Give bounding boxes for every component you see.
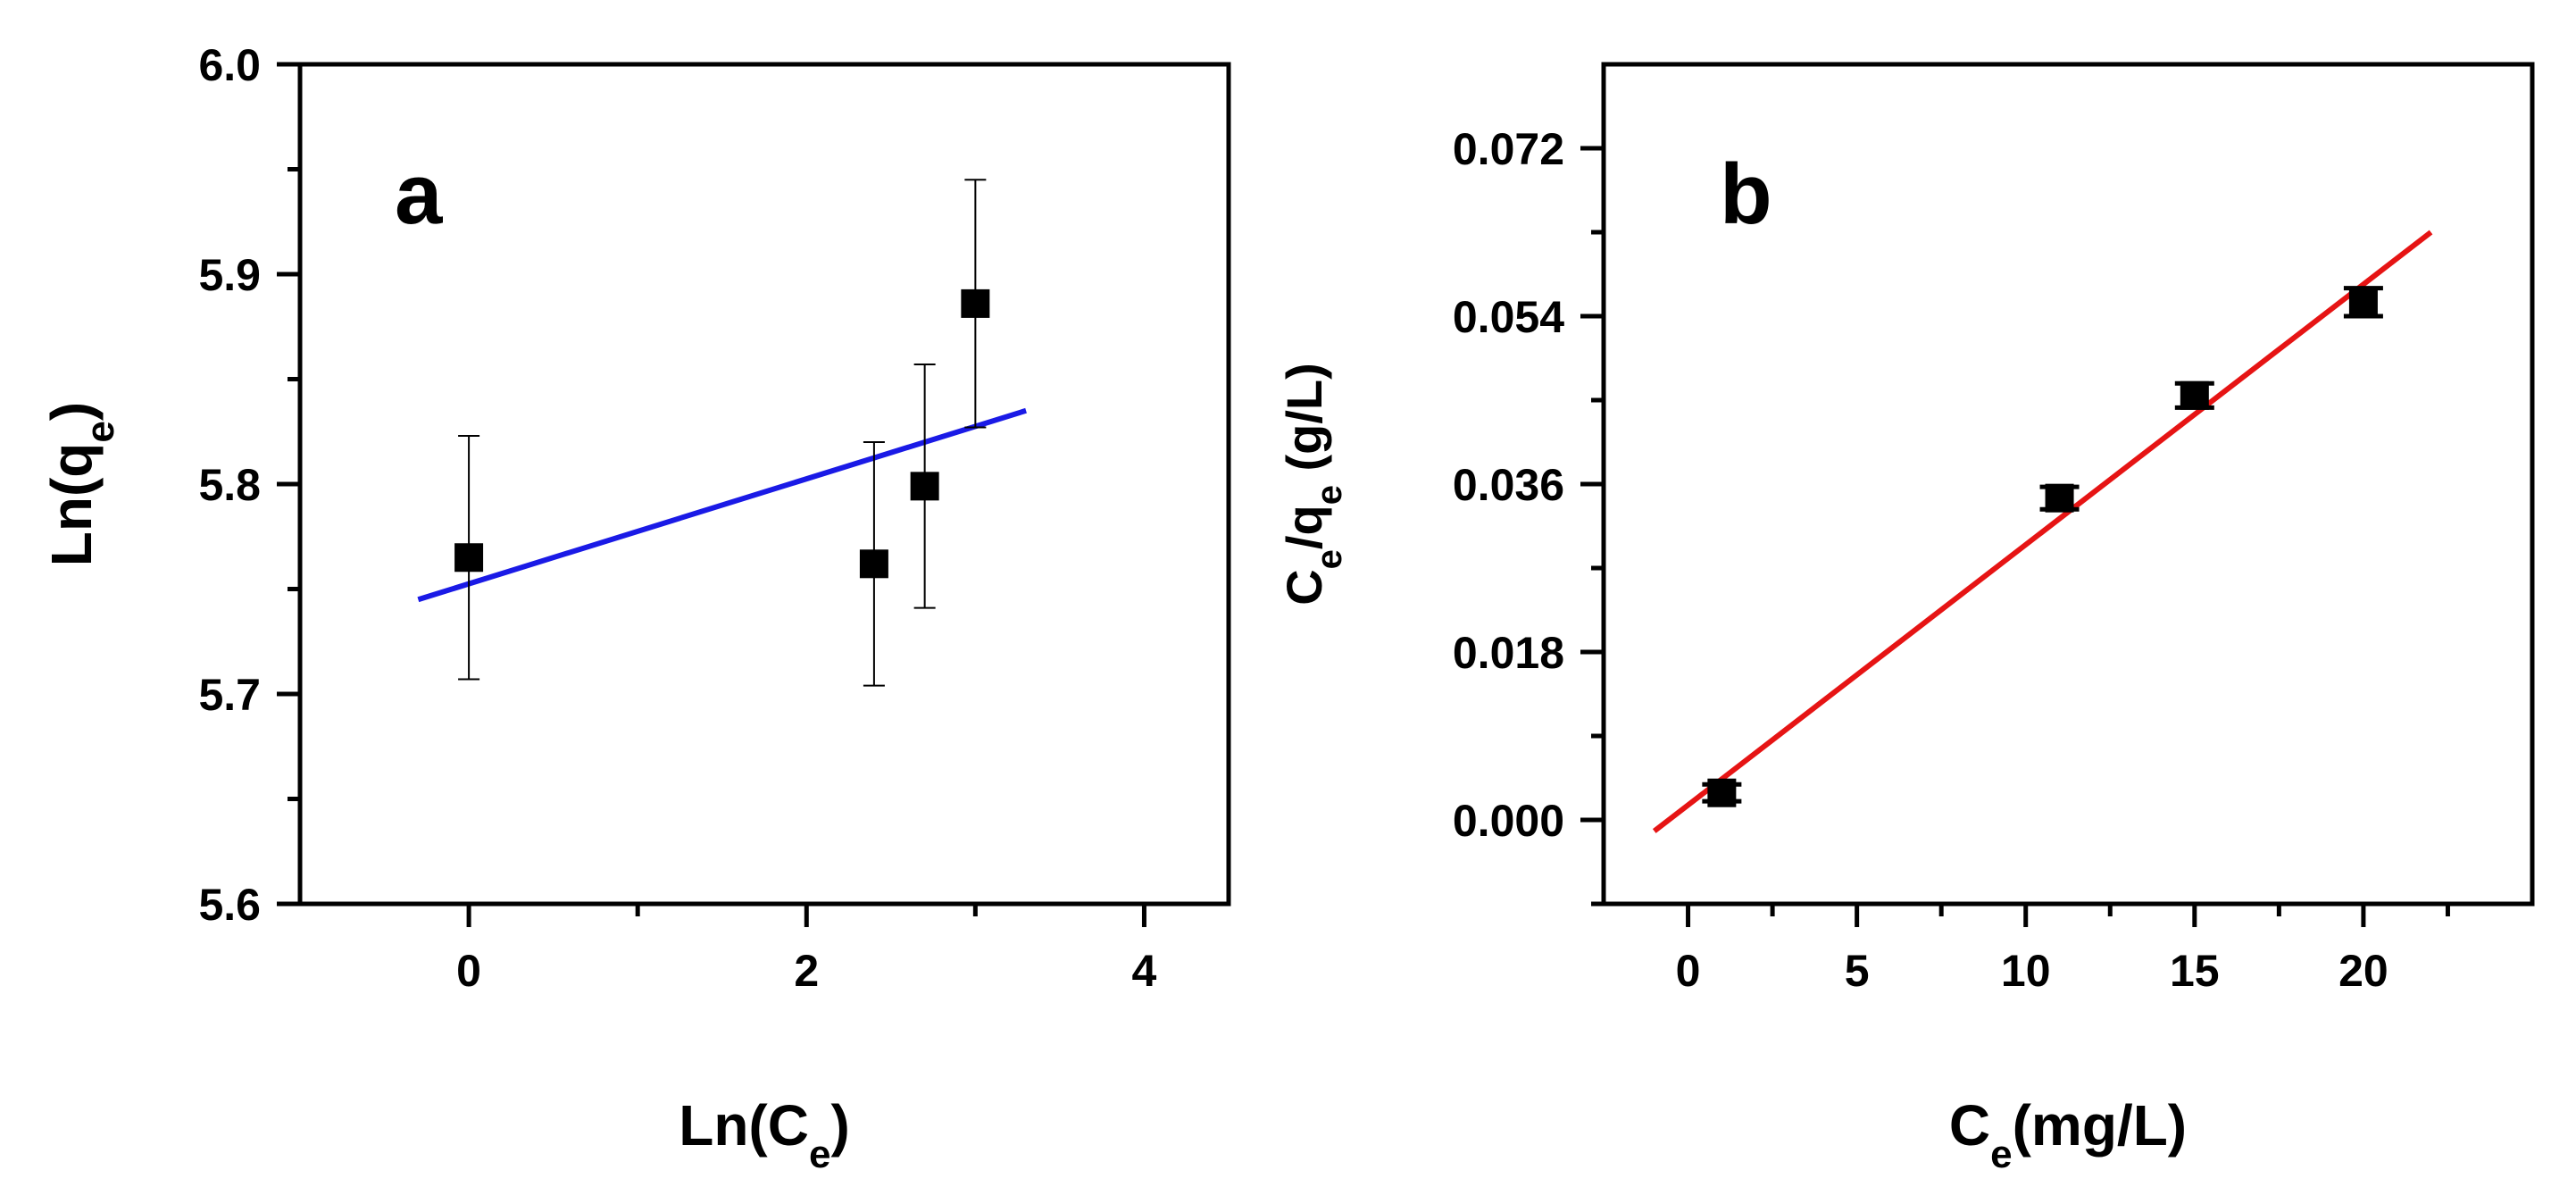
panel-a-ylabel: Ln(qe) xyxy=(39,402,122,566)
panel-b-points xyxy=(1702,286,2383,807)
panel-a-ytick-label: 5.8 xyxy=(198,460,261,510)
panel-b-data-point xyxy=(2348,288,2378,317)
panel-b: 0 5 10 15 20 0.000 0.018 0.036 0.054 0.072 b Ce(m… xyxy=(1276,62,2535,1176)
panel-b-data-point xyxy=(1707,778,1737,807)
panel-b-data-point xyxy=(2045,483,2074,513)
panel-b-xlabel: Ce(mg/L) xyxy=(1949,1093,2187,1176)
panel-a-xtick-label: 4 xyxy=(1132,946,1157,996)
panel-b-fit-line xyxy=(1652,230,2433,833)
panel-b-letter: b xyxy=(1720,146,1772,242)
panel-b-xtick-label: 20 xyxy=(2338,946,2388,996)
panel-a-data-point xyxy=(961,288,990,318)
panel-b-ytick-label: 0.036 xyxy=(1453,460,1564,510)
panel-a-ytick-label: 5.9 xyxy=(198,250,261,300)
panel-a-xlabel: Ln(Ce) xyxy=(679,1093,850,1176)
panel-a-fit xyxy=(417,407,1027,603)
panel-b-xtick-label: 0 xyxy=(1676,946,1701,996)
panel-b-xtick-label: 15 xyxy=(2170,946,2220,996)
panel-b-xtick-label: 10 xyxy=(2001,946,2051,996)
panel-a-ytick-label: 6.0 xyxy=(198,40,261,90)
panel-b-ytick-label: 0.054 xyxy=(1453,292,1564,342)
panel-b-xtick-label: 5 xyxy=(1845,946,1870,996)
panel-b-ytick-label: 0.072 xyxy=(1453,124,1564,174)
panel-b-ticks: 0 5 10 15 20 0.000 0.018 0.036 0.054 0.072 xyxy=(1453,124,2450,996)
panel-a-data-point xyxy=(910,472,939,501)
panel-a-ytick-label: 5.6 xyxy=(198,880,261,930)
panel-b-ytick-label: 0.000 xyxy=(1453,796,1564,846)
panel-a-data-point xyxy=(454,543,484,573)
panel-a-data-point xyxy=(859,549,888,579)
panel-a-letter: a xyxy=(395,146,443,242)
panel-a-xtick-label: 0 xyxy=(456,946,481,996)
panel-a-ytick-label: 5.7 xyxy=(198,670,261,720)
panel-b-fit xyxy=(1652,230,2433,833)
panel-a: 0 2 4 5.6 5.7 5.8 5.9 6.0 a Ln(Ce) Ln(qe) xyxy=(39,40,1231,1176)
panel-a-xtick-label: 2 xyxy=(794,946,819,996)
panel-b-ytick-label: 0.018 xyxy=(1453,628,1564,678)
panel-a-fit-line xyxy=(417,407,1027,603)
panel-b-data-point xyxy=(2180,380,2209,410)
panel-b-ylabel: Ce/qe (g/L) xyxy=(1276,363,1349,606)
panel-a-ticks: 0 2 4 5.6 5.7 5.8 5.9 6.0 xyxy=(198,40,1156,996)
panel-a-points xyxy=(454,179,990,687)
